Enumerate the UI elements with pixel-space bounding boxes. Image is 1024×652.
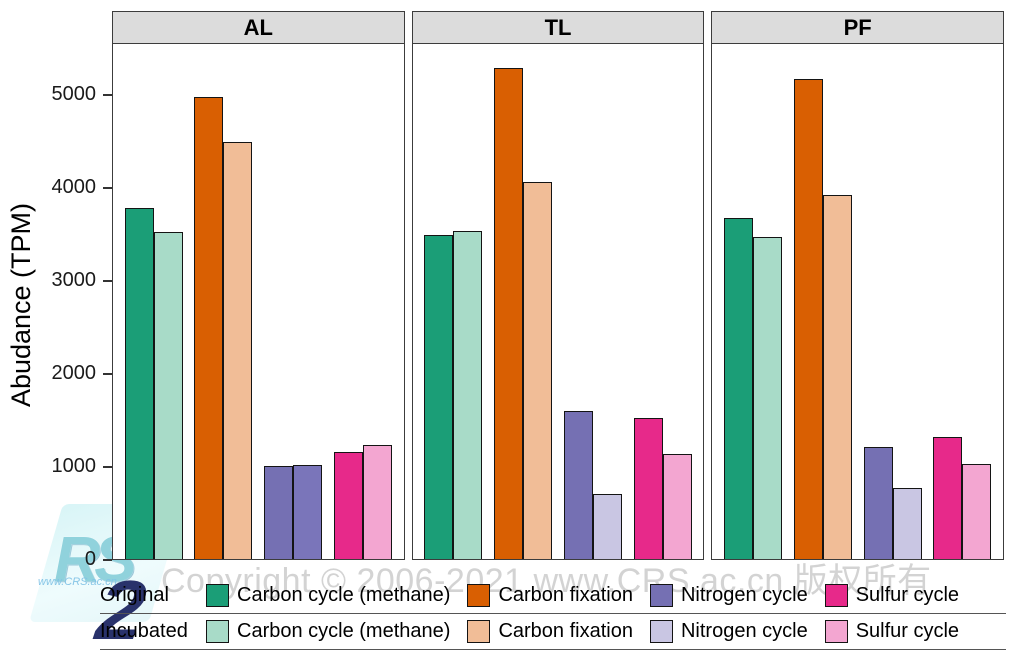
legend-item-incubated-nitrogen-cycle: Nitrogen cycle — [649, 620, 808, 643]
bar-group-tl-carbon-cycle-methane — [424, 231, 483, 559]
y-tick-label: 4000 — [51, 176, 97, 199]
legend-item-incubated-sulfur-cycle: Sulfur cycle — [824, 620, 960, 643]
bar-group-tl-nitrogen-cycle — [563, 411, 622, 559]
bar-group-tl-carbon-fixation — [494, 68, 553, 559]
bar-pf-incubated-carbon-fixation — [822, 195, 852, 559]
bar-pf-original-nitrogen-cycle — [863, 447, 893, 559]
bar-group-al-carbon-fixation — [194, 97, 253, 559]
facet-panel-al: AL — [112, 11, 405, 560]
legend-item-label: Carbon cycle (methane) — [237, 620, 451, 642]
legend-swatch-icon — [467, 584, 491, 607]
bar-group-al-sulfur-cycle — [333, 445, 392, 559]
bar-pf-incubated-nitrogen-cycle — [892, 488, 922, 559]
bar-tl-original-carbon-fixation — [494, 68, 524, 559]
facet-plot-tl — [411, 44, 705, 560]
bar-group-pf-sulfur-cycle — [933, 437, 992, 559]
legend-swatch-icon — [467, 620, 491, 643]
legend: Original Carbon cycle (methane) Carbon fix… — [100, 578, 1006, 650]
legend-divider — [100, 613, 1006, 614]
bar-al-original-carbon-fixation — [194, 97, 224, 559]
legend-swatch-icon — [206, 620, 229, 643]
bar-pf-original-sulfur-cycle — [933, 437, 963, 559]
bar-pf-original-carbon-cycle-methane — [724, 218, 754, 559]
facet-plot-al — [112, 44, 405, 560]
y-tick-mark — [103, 559, 112, 561]
bar-tl-incubated-carbon-fixation — [523, 182, 553, 559]
legend-row-label: Original — [100, 584, 169, 606]
y-tick-label: 3000 — [51, 269, 97, 292]
bar-tl-incubated-carbon-cycle-methane — [453, 231, 483, 559]
y-tick-label: 2000 — [51, 362, 97, 385]
y-tick-mark — [103, 466, 112, 469]
bar-group-tl-sulfur-cycle — [633, 418, 692, 559]
legend-item-label: Carbon cycle (methane) — [237, 584, 451, 606]
bar-al-incubated-carbon-cycle-methane — [153, 232, 183, 559]
bar-al-original-carbon-cycle-methane — [124, 208, 154, 559]
y-tick-label: 1000 — [51, 455, 97, 478]
facet-strip-pf: PF — [711, 11, 1005, 44]
bar-al-incubated-carbon-fixation — [223, 142, 253, 559]
legend-item-label: Sulfur cycle — [855, 620, 960, 642]
facet-panel-tl: TL — [411, 11, 705, 560]
legend-item-incubated-carbon-fixation: Carbon fixation — [467, 620, 633, 643]
y-tick-mark — [103, 187, 112, 190]
bar-pf-incubated-carbon-cycle-methane — [753, 237, 783, 559]
y-axis: 0 1000 2000 3000 4000 5000 — [0, 0, 112, 652]
bar-group-al-nitrogen-cycle — [264, 465, 323, 559]
legend-item-original-nitrogen-cycle: Nitrogen cycle — [649, 584, 808, 607]
y-tick-mark — [103, 280, 112, 283]
legend-divider — [100, 649, 1006, 650]
bar-al-incubated-nitrogen-cycle — [293, 465, 323, 559]
legend-item-label: Sulfur cycle — [855, 584, 960, 606]
bar-pf-original-carbon-fixation — [793, 79, 823, 559]
bar-group-pf-nitrogen-cycle — [863, 447, 922, 559]
bar-tl-original-nitrogen-cycle — [563, 411, 593, 559]
legend-swatch-icon — [824, 584, 848, 607]
legend-row-incubated: Incubated Carbon cycle (methane) Carbon fi… — [100, 614, 1006, 649]
legend-item-label: Carbon fixation — [498, 584, 633, 606]
facet-strip-tl: TL — [411, 11, 705, 44]
bar-group-pf-carbon-cycle-methane — [724, 218, 783, 559]
legend-swatch-icon — [206, 584, 229, 607]
bar-tl-original-carbon-cycle-methane — [424, 235, 454, 559]
legend-item-label: Nitrogen cycle — [680, 584, 808, 606]
bar-pf-incubated-sulfur-cycle — [962, 464, 992, 559]
legend-item-original-carbon-fixation: Carbon fixation — [467, 584, 633, 607]
legend-row-original: Original Carbon cycle (methane) Carbon fix… — [100, 578, 1006, 613]
bar-group-al-carbon-cycle-methane — [124, 208, 183, 559]
legend-item-incubated-carbon-cycle-methane: Carbon cycle (methane) — [206, 620, 450, 643]
bar-tl-incubated-sulfur-cycle — [662, 454, 692, 559]
bar-al-original-sulfur-cycle — [333, 452, 363, 559]
y-tick-label: 5000 — [51, 83, 97, 106]
bar-al-original-nitrogen-cycle — [264, 466, 294, 559]
facet-strip-al: AL — [112, 11, 405, 44]
facet-plot-pf — [711, 44, 1005, 560]
y-tick-mark — [103, 373, 112, 376]
facet-panel-pf: PF — [711, 11, 1005, 560]
bar-al-incubated-sulfur-cycle — [362, 445, 392, 559]
bar-group-pf-carbon-fixation — [793, 79, 852, 559]
facet-panels: AL TL PF — [112, 11, 1005, 560]
y-tick-label: 0 — [84, 548, 96, 571]
bar-tl-incubated-nitrogen-cycle — [592, 494, 622, 559]
legend-swatch-icon — [649, 584, 673, 607]
legend-swatch-icon — [824, 620, 848, 643]
bar-tl-original-sulfur-cycle — [633, 418, 663, 559]
y-tick-mark — [103, 94, 112, 97]
legend-item-original-carbon-cycle-methane: Carbon cycle (methane) — [206, 584, 450, 607]
legend-row-label: Incubated — [100, 620, 188, 642]
legend-item-label: Carbon fixation — [498, 620, 633, 642]
legend-swatch-icon — [649, 620, 673, 643]
legend-item-original-sulfur-cycle: Sulfur cycle — [824, 584, 960, 607]
legend-item-label: Nitrogen cycle — [680, 620, 808, 642]
